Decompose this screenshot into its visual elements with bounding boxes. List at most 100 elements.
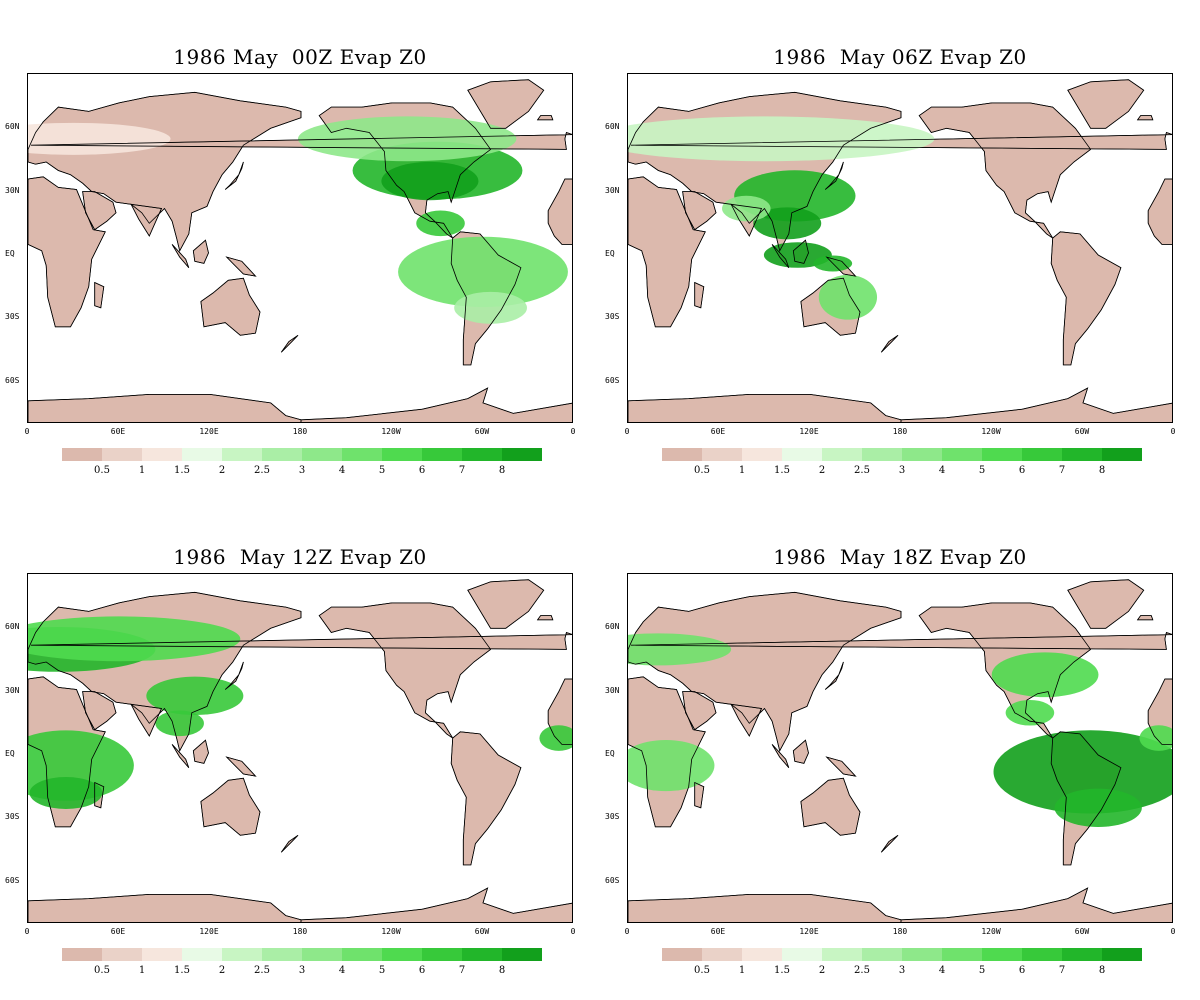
colorbar-label: 3 [298, 465, 306, 476]
colorbar-label: 1.5 [174, 465, 190, 476]
coastline-southAmerica [1050, 231, 1122, 366]
lon-tick-label: 120W [381, 927, 401, 936]
colorbar-swatch [382, 448, 422, 461]
coastline-northAmerica [318, 102, 492, 239]
landmass-newGuinea [825, 756, 857, 777]
lat-tick-label: 30N [5, 685, 20, 695]
lon-tick-label: 120W [981, 427, 1001, 436]
colorbar-swatch [1102, 448, 1142, 461]
lat-tick-label: 30S [5, 812, 20, 822]
colorbar-label: 2 [218, 465, 226, 476]
lat-tick-label: 60N [5, 122, 20, 132]
coastline-greenland [1067, 579, 1145, 629]
colorbar-swatch [822, 948, 862, 961]
evap-central-africa [628, 739, 715, 792]
map-panel-12z: 1986 May 12Z Evap Z0 60N 30N EQ 30S 60S 0 60E 1… [5, 545, 575, 985]
coastline-africaE [628, 676, 706, 828]
lat-tick-label: 30S [605, 312, 620, 322]
colorbar-swatch [62, 948, 102, 961]
colorbar-swatch [662, 948, 702, 961]
coastline-sumatra [771, 244, 790, 268]
landmass-newGuinea [225, 756, 257, 777]
colorbar-swatch [262, 448, 302, 461]
landmass-africaW [1147, 178, 1172, 245]
colorbar-label: 4 [338, 465, 346, 476]
colorbar-swatch [1062, 948, 1102, 961]
lon-tick-label: 120E [199, 427, 219, 436]
coastline-arabia [82, 191, 117, 231]
colorbar-swatch [182, 948, 222, 961]
lat-tick-label: 30N [605, 685, 620, 695]
lon-tick-label: 0 [24, 927, 30, 936]
colorbar-label: 1.5 [774, 465, 790, 476]
colorbar-swatch [942, 948, 982, 961]
map-panel-00z: 1986 May 00Z Evap Z0 60N 30N EQ 30S 60S 0 60E 1… [5, 45, 576, 485]
lon-tick-label: 60E [110, 927, 126, 936]
colorbar-label: 3 [298, 965, 306, 976]
colorbar-label: 6 [1018, 965, 1026, 976]
colorbar-swatch [262, 948, 302, 961]
lon-tick-label: 60W [474, 427, 490, 436]
colorbar-label: 4 [338, 965, 346, 976]
lon-tick-label: 60E [710, 927, 726, 936]
coastline-iceland [536, 615, 554, 621]
coastline-japan [224, 661, 244, 690]
colorbar-swatch [62, 448, 102, 461]
colorbar-label: 1.5 [174, 965, 190, 976]
colorbar-swatch [822, 448, 862, 461]
colorbar-swatch [462, 948, 502, 961]
lon-tick-label: 0 [570, 427, 576, 436]
colorbar-label: 2.5 [854, 965, 870, 976]
colorbar-swatch [1102, 948, 1142, 961]
landmass-greenland [1067, 579, 1145, 629]
colorbar-swatch [662, 448, 702, 461]
colorbar-label: 4 [938, 965, 946, 976]
lon-tick-label: 0 [1170, 427, 1176, 436]
coastline-southAmerica [450, 731, 522, 866]
world-map [627, 573, 1173, 923]
colorbar-swatch [462, 448, 502, 461]
colorbar-label: 2.5 [854, 465, 870, 476]
map-canvas [628, 579, 1172, 922]
world-map [27, 73, 573, 423]
colorbar-swatch [902, 948, 942, 961]
colorbar-swatch [742, 948, 782, 961]
evap-s-africa [29, 777, 103, 810]
colorbar-swatch [142, 948, 182, 961]
colorbar-swatch [382, 948, 422, 961]
coastline-antarcticaW [300, 887, 572, 922]
landmass-africaW [547, 178, 572, 245]
coastline-northAmerica [918, 602, 1092, 739]
coastline-nz [280, 334, 299, 353]
colorbar-swatch [222, 948, 262, 961]
colorbar-swatch [342, 448, 382, 461]
colorbar-label: 8 [498, 465, 506, 476]
colorbar-swatch [982, 448, 1022, 461]
coastline-madagascar [694, 781, 705, 809]
colorbar-swatch [102, 448, 142, 461]
landmass-greenland [1067, 79, 1145, 129]
colorbar-label: 8 [1098, 465, 1106, 476]
lon-tick-label: 180 [292, 927, 308, 936]
coastline-newGuinea [825, 256, 857, 277]
lat-tick-label: 30N [605, 185, 620, 195]
colorbar-label: 5 [378, 465, 386, 476]
coastline-northAmerica [918, 102, 1092, 239]
evap-amazon [398, 236, 568, 308]
colorbar-label: 3 [898, 965, 906, 976]
colorbar-label: 2 [218, 965, 226, 976]
lat-tick-label: EQ [5, 249, 15, 258]
landmass-southAmerica [450, 731, 522, 866]
coastline-arabia [82, 691, 117, 731]
landmass-antarctica [628, 894, 902, 922]
evap-peak-na [381, 161, 479, 201]
coastline-borneo [192, 239, 209, 264]
coastline-japan [824, 661, 844, 690]
evap-russia [28, 616, 241, 662]
evap-europe [628, 633, 732, 666]
coastline-antarctica [28, 393, 302, 422]
panel-title: 1986 May 18Z Evap Z0 [773, 545, 1027, 569]
map-panel-18z: 1986 May 18Z Evap Z0 60N 30N EQ 30S 60S 0 60E 1… [605, 545, 1175, 985]
lon-tick-label: 0 [24, 427, 30, 436]
colorbar-label: 2.5 [254, 965, 270, 976]
